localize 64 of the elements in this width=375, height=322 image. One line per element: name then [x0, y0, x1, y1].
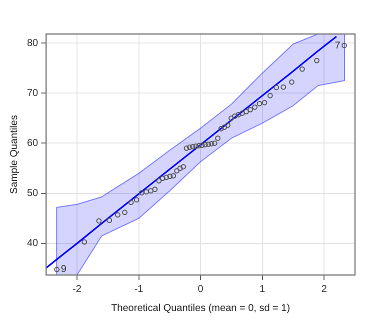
point [148, 188, 154, 194]
point [54, 266, 60, 272]
point [218, 126, 224, 132]
point [199, 142, 205, 148]
y-tick-label: 70 [27, 88, 39, 99]
x-tick-label: 1 [260, 284, 266, 295]
y-tick-label: 80 [27, 38, 39, 49]
point [134, 197, 140, 203]
point [174, 168, 180, 174]
y-tick-label: 50 [27, 188, 39, 200]
point [240, 110, 245, 116]
point [144, 189, 150, 195]
point [186, 144, 192, 150]
point [82, 239, 88, 245]
point [202, 142, 208, 148]
point [156, 178, 162, 184]
point [248, 106, 254, 112]
point [170, 173, 176, 178]
point [222, 124, 228, 130]
x-tick-label: 2 [321, 284, 328, 295]
x-tick-label: -1 [134, 284, 144, 295]
point [289, 79, 294, 85]
point [244, 108, 249, 114]
point [299, 66, 305, 72]
point [128, 200, 134, 206]
x-tick-label: -2 [72, 284, 82, 295]
point [164, 174, 170, 180]
point [115, 212, 120, 218]
y-tick-label: 60 [27, 138, 39, 149]
point [342, 42, 347, 48]
y-tick-label: 40 [27, 238, 39, 250]
point [267, 92, 273, 98]
point [208, 141, 214, 146]
point [232, 113, 238, 119]
point [252, 104, 258, 110]
point [314, 58, 320, 64]
point [196, 143, 202, 148]
point [180, 164, 186, 170]
annotation: 9 [60, 264, 67, 276]
point [262, 100, 268, 106]
point [256, 100, 262, 106]
point [215, 136, 220, 141]
point [236, 112, 242, 118]
point [190, 144, 196, 150]
point [122, 210, 128, 216]
point [212, 140, 218, 146]
y-axis-title: Sample Quantiles [8, 115, 20, 194]
point [152, 186, 158, 192]
x-axis-title: Theoretical Quantiles (mean = 0, sd = 1) [111, 302, 290, 314]
point [280, 84, 286, 90]
point [193, 144, 199, 149]
point [225, 122, 230, 128]
point [167, 174, 173, 179]
point [160, 176, 166, 181]
point [274, 84, 280, 90]
point [228, 115, 234, 121]
point [138, 190, 144, 196]
point [184, 146, 190, 151]
point [177, 166, 183, 171]
point [206, 142, 212, 147]
point [106, 218, 112, 224]
x-tick-label: 0 [198, 284, 204, 295]
annotation: 7 [334, 40, 341, 52]
point [96, 218, 102, 224]
